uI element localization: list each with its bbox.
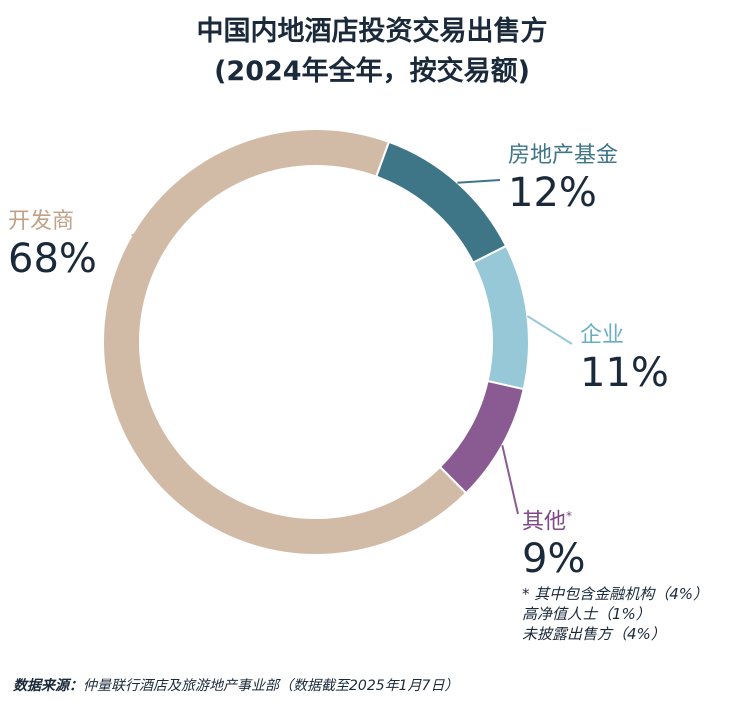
slice-name: 企业 (580, 323, 625, 348)
donut-slices (102, 128, 530, 556)
donut-slice (374, 140, 508, 264)
slice-value-label: 11% (580, 350, 669, 396)
footnote-line-2: 高净值人士（1%） (522, 605, 651, 623)
slice-name: 其他* (522, 502, 585, 536)
source-note: 数据来源：仲量联行酒店及旅游地产事业部（数据截至2025年1月7日） (13, 675, 458, 695)
leader-lines (131, 179, 573, 515)
footnote-line-1: * 其中包含金融机构（4%） (522, 585, 709, 603)
label-developer: 开发商 68% (8, 208, 97, 282)
source-label: 数据来源： (13, 678, 83, 694)
leader-line (457, 179, 501, 184)
label-others: 其他* 9% (522, 502, 585, 582)
slice-name-text: 其他 (522, 509, 567, 535)
leader-line (526, 315, 573, 345)
chart-subtitle: (2024年全年，按交易额) (214, 56, 530, 87)
donut-slice (471, 244, 530, 391)
slice-name: 房地产基金 (508, 143, 619, 168)
leader-line (501, 445, 519, 515)
slice-value-label: 68% (8, 236, 97, 282)
donut-slice (438, 379, 525, 495)
label-corporate: 企业 11% (580, 322, 669, 396)
footnote-marker: * (566, 509, 573, 523)
slice-value-label: 12% (508, 170, 597, 216)
chart-title: 中国内地酒店投资交易出售方 (196, 16, 548, 47)
footnote-line-3: 未披露出售方（4%） (522, 625, 666, 643)
source-text: 仲量联行酒店及旅游地产事业部（数据截至2025年1月7日） (83, 678, 459, 694)
label-real-estate-fund: 房地产基金 12% (508, 142, 618, 216)
leader-line (131, 231, 141, 237)
slice-name: 开发商 (8, 209, 75, 234)
donut-slice (102, 128, 468, 556)
slice-value-label: 9% (522, 536, 586, 583)
